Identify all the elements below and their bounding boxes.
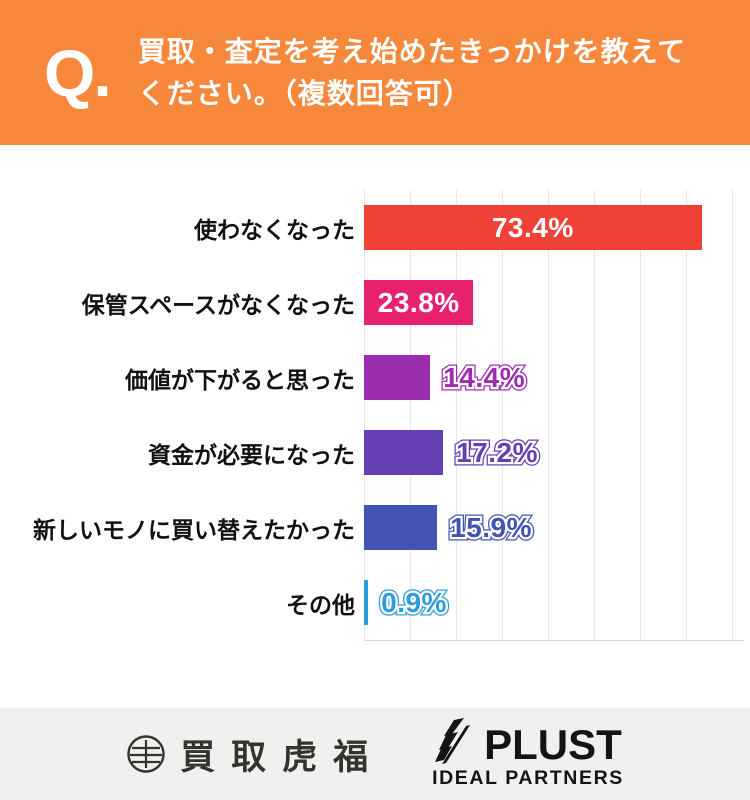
bar — [364, 355, 431, 400]
question-header: Q. 買取・査定を考え始めたきっかけを教えて ください。（複数回答可） — [0, 0, 750, 145]
bar — [364, 430, 444, 475]
value-label: 23.8% — [377, 287, 460, 318]
category-label: 新しいモノに買い替えたかった — [33, 516, 355, 543]
category-label: 保管スペースがなくなった — [81, 291, 355, 318]
bar-chart: 使わなくなった 73.4% 73.4% 73.4% 73.4% 保管スペースがな… — [0, 190, 750, 641]
q-label: Q. — [44, 35, 112, 110]
bar-row: 価値が下がると思った 14.4% 14.4% 14.4% 14.4% — [0, 340, 750, 415]
bar — [364, 505, 438, 550]
bar-row: 新しいモノに買い替えたかった 15.9% 15.9% 15.9% 15.9% — [0, 490, 750, 565]
category-label: 使わなくなった — [194, 216, 355, 243]
bar — [364, 205, 702, 250]
plust-brush-strokes-icon — [435, 718, 471, 764]
bar — [364, 280, 474, 325]
bar-row: その他 0.9% 0.9% 0.9% 0.9% — [0, 565, 750, 640]
category-label: その他 — [286, 591, 355, 618]
question-line2: ください。（複数回答可） — [137, 77, 472, 109]
bar-row: 使わなくなった 73.4% 73.4% 73.4% 73.4% — [0, 190, 750, 265]
bar-row: 保管スペースがなくなった 23.8% 23.8% 23.8% 23.8% — [0, 265, 750, 340]
plust-logo: PLUST IDEAL PARTNERS — [432, 718, 624, 790]
plust-logo-subtext: IDEAL PARTNERS — [432, 767, 624, 789]
plust-logo-text: PLUST — [484, 721, 622, 769]
bar-row: 資金が必要になった 17.2% 17.2% 17.2% 17.2% — [0, 415, 750, 490]
question-text: 買取・査定を考え始めたきっかけを教えて ください。（複数回答可） — [138, 31, 686, 115]
category-label: 価値が下がると思った — [125, 366, 355, 393]
value-label: 73.4% — [491, 212, 574, 243]
bar — [364, 580, 369, 625]
question-line1: 買取・査定を考え始めたきっかけを教えて — [137, 35, 687, 67]
footer-logos: 買取虎福 PLUST IDEAL PARTNERS — [0, 708, 750, 800]
torafuku-logo: 買取虎福 — [126, 729, 384, 780]
category-label: 資金が必要になった — [148, 441, 355, 468]
torafuku-logo-text: 買取虎福 — [180, 737, 385, 777]
torafuku-emblem-icon — [127, 735, 165, 773]
